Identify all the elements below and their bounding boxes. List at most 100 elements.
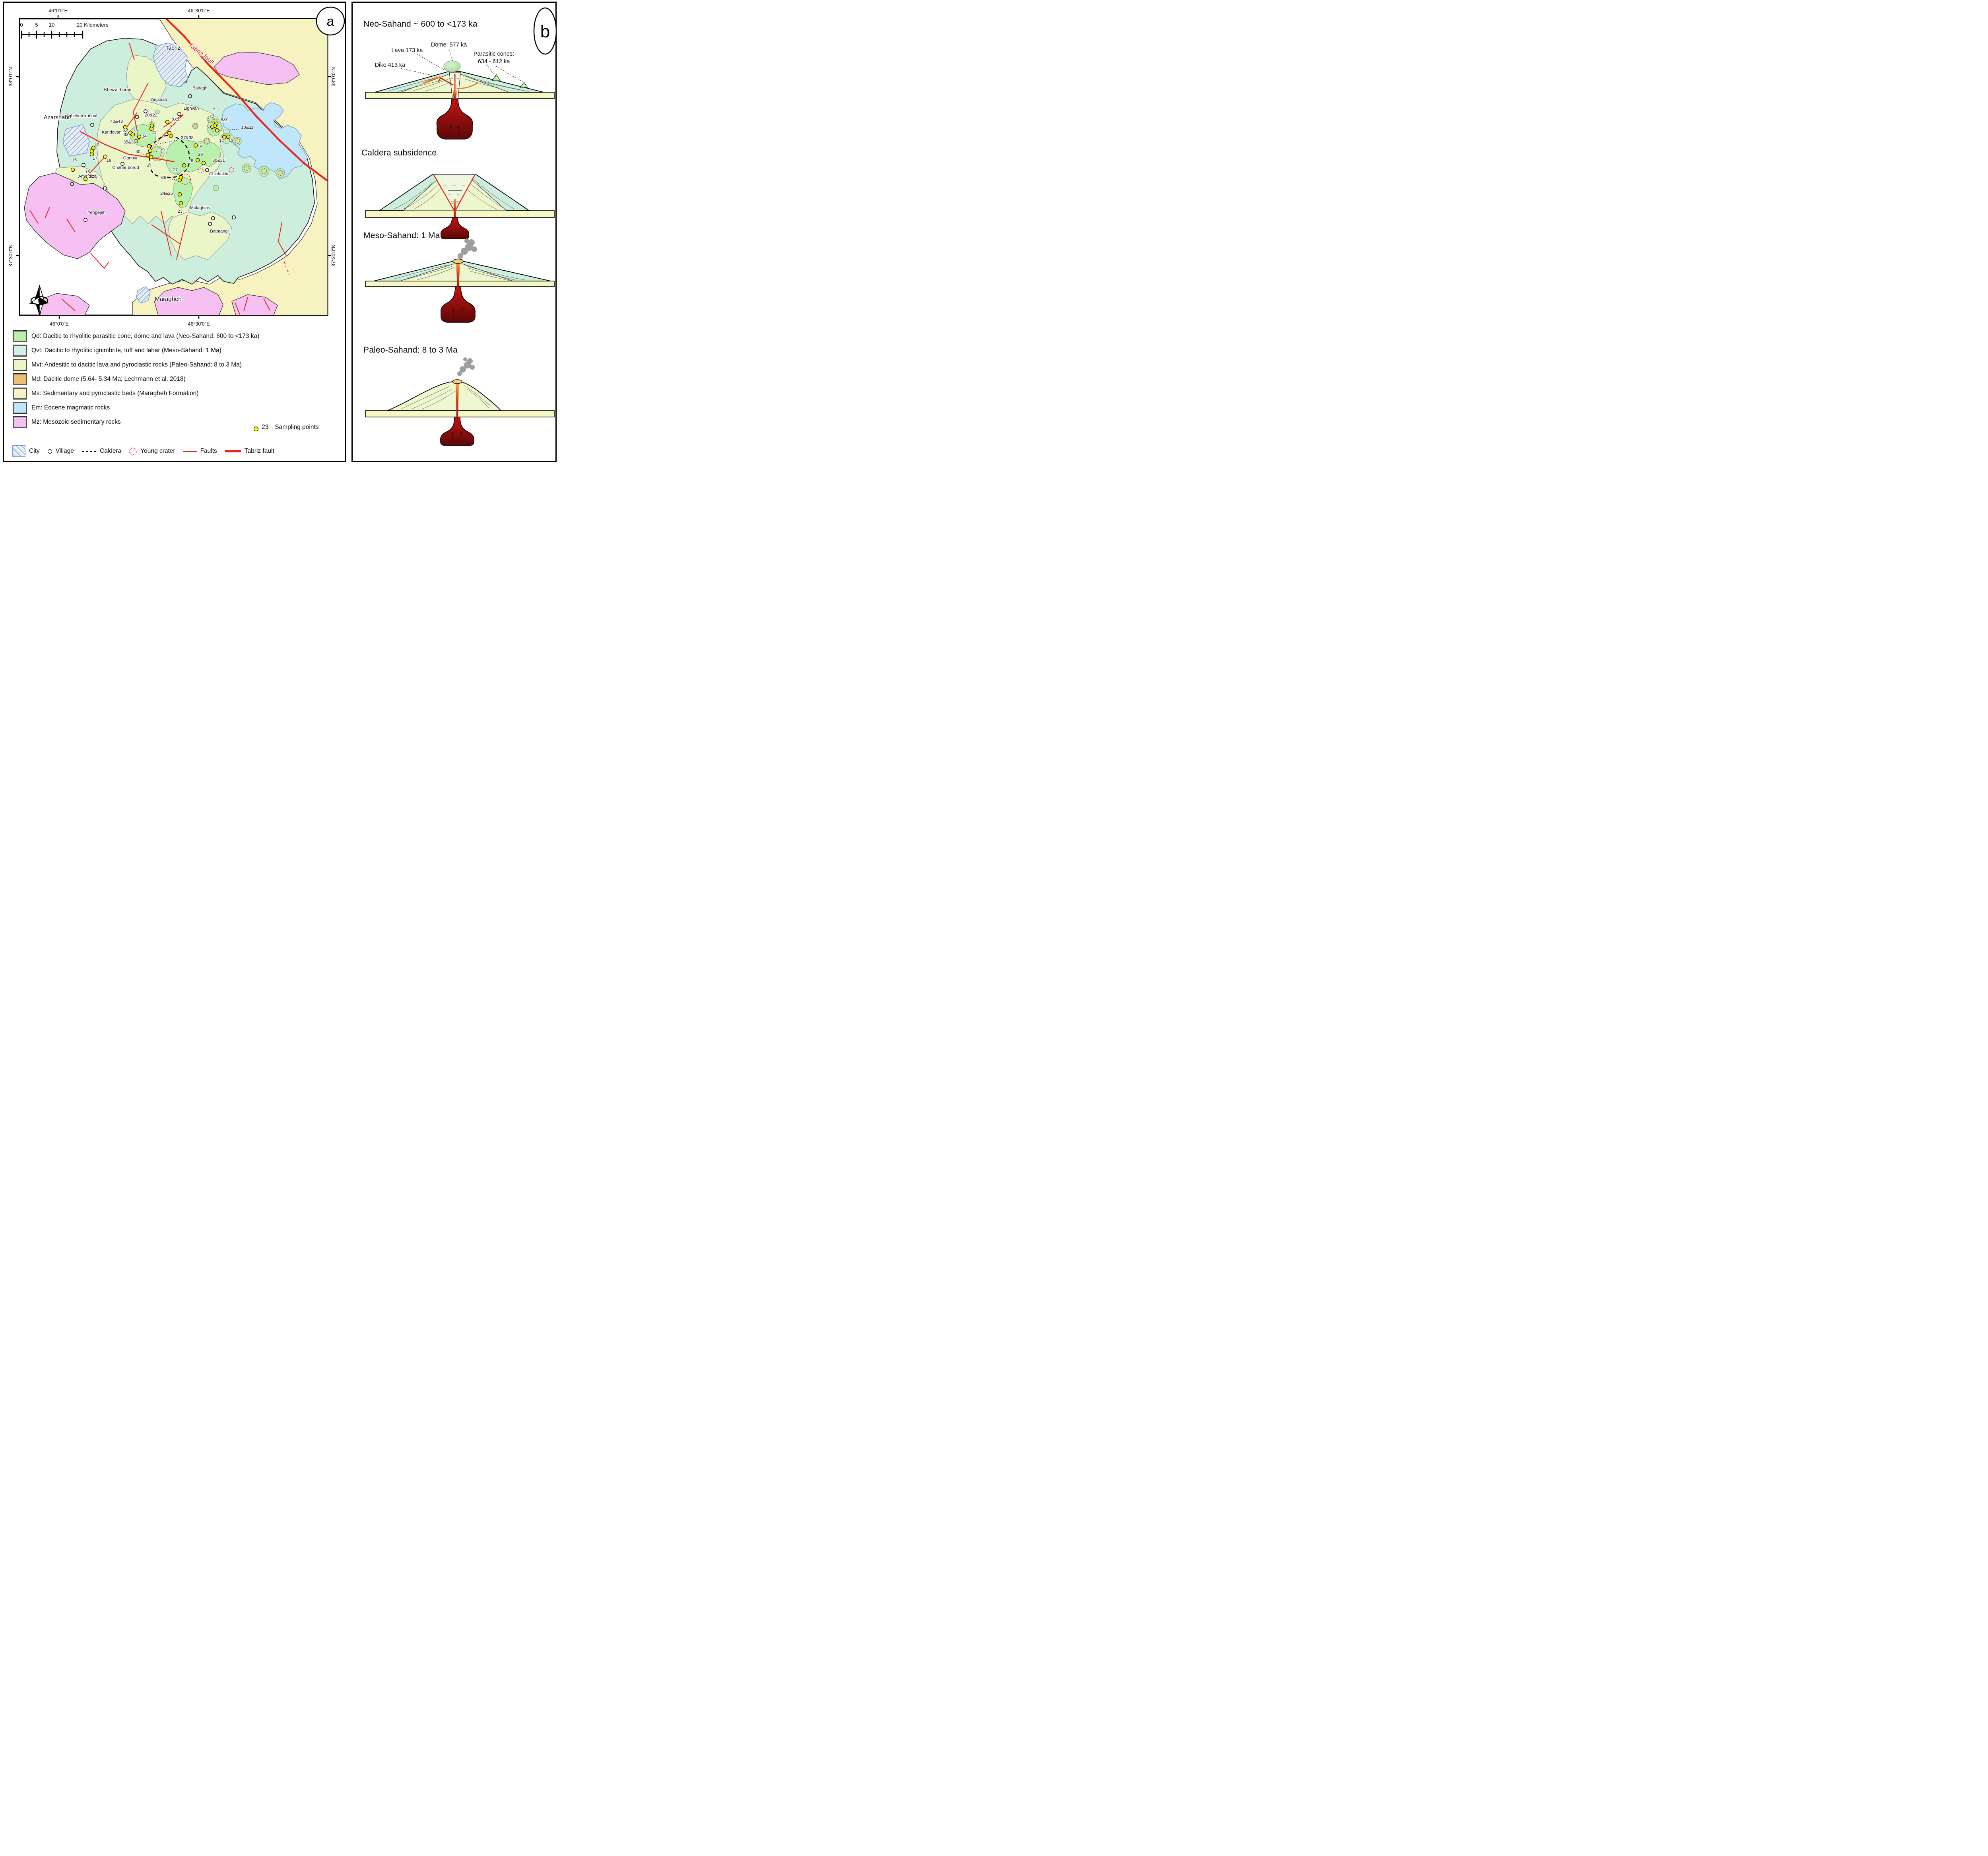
unit-mz-sw (24, 173, 126, 259)
sample-leader (168, 178, 177, 180)
village-marker (90, 123, 94, 127)
sample-point-19 (103, 154, 108, 159)
faults-symbol-label: Faults (200, 448, 217, 454)
panel-b-evolution: Neo-Sahand ~ 600 to <173 ka Caldera subs… (351, 2, 557, 462)
tabriz-fault-line-icon (225, 450, 241, 452)
sample-label-34: 34 (142, 134, 147, 139)
sample-label-15: 15 (72, 158, 77, 163)
city-symbol-label: City (29, 448, 40, 454)
village-marker (188, 94, 192, 98)
sample-leader (219, 129, 240, 131)
map-geology-layers (24, 19, 328, 315)
legend-label-ms: Ms: Sedimentary and pyroclastic beds (Ma… (31, 390, 199, 397)
sample-point-18 (89, 149, 94, 153)
svg-text:46°30'0"E: 46°30'0"E (188, 8, 210, 14)
sample-label-26: 26 (161, 175, 166, 180)
village-marker (205, 168, 209, 172)
sample-point-27 (179, 175, 183, 180)
faults-line-icon (183, 450, 197, 452)
unit-mz-s2 (154, 287, 223, 315)
annotation-leaders (400, 49, 524, 83)
graticule (16, 15, 331, 319)
city-labels: Tabriz Azarshahr Maragheh (43, 44, 182, 303)
sampling-points-legend: 23 Sampling points (254, 423, 319, 431)
svg-text:46°30'0"E: 46°30'0"E (188, 321, 210, 327)
scale-bar (21, 31, 83, 39)
volcano-paleo-sahand (365, 357, 555, 446)
young-crater-symbol-label: Young crater (140, 448, 175, 454)
volcano-diagrams-svg: Dome: 577 ka Lava 173 ka Dike 413 ka Par… (365, 7, 557, 446)
legend-swatch-md (13, 374, 27, 385)
city-maragheh-shape (136, 286, 151, 304)
unit-mvt-south (168, 211, 232, 260)
legend-swatch-mz (13, 417, 27, 428)
sample-label-28: 28 (188, 159, 193, 163)
village-marker (144, 109, 148, 113)
legend-row-md: Md: Dacitic dome (5.64- 5.34 Ma; Lechman… (13, 374, 343, 385)
sample-label-33: 33 (133, 129, 138, 134)
sample-label-29: 29 (198, 152, 203, 157)
sample-label-1: 1 (174, 133, 176, 138)
sample-point-35&36 (134, 139, 138, 144)
caldera-symbol-label: Caldera (99, 448, 122, 454)
sample-label-5: 5 (200, 143, 202, 148)
panel-b-letter: b (540, 22, 550, 41)
svg-text:37°30'0"N: 37°30'0"N (331, 244, 336, 267)
sample-point-34 (137, 134, 142, 139)
section-title-meso: Meso-Sahand: 1 Ma (363, 231, 440, 240)
young-crater-markers (150, 116, 283, 185)
smoke-plume-paleo (457, 357, 475, 376)
fault-lines (29, 43, 289, 315)
village-marker (211, 216, 215, 220)
sample-label-6: 6 (207, 124, 210, 129)
village-markers: Kheizar boran Zinjanab Bairagh Lighvan Aghch… (65, 85, 236, 234)
sample-point-12 (222, 135, 227, 140)
sample-label-2: 2 (170, 125, 172, 130)
sample-point-33 (130, 132, 135, 137)
figure-page: Tabriz fault 0 5 10 20 Kilometers (0, 0, 558, 464)
caldera-dash-icon (82, 450, 96, 452)
sample-label-23: 23 (178, 209, 182, 214)
sampling-number: 23 (262, 424, 269, 431)
sample-leader-lines (141, 113, 240, 180)
graticule-labels: 46°0'0"E 46°30'0"E 46°0'0"E 46°30'0"E 38… (8, 8, 336, 327)
city-tabriz-shape (153, 43, 188, 87)
sample-point-20&22 (149, 126, 154, 131)
sample-point-24&25 (177, 192, 182, 197)
sample-label-32: 32 (124, 132, 128, 137)
panel-a-letter: a (327, 14, 334, 29)
village-label: Kandovan (102, 130, 122, 135)
city-swatch-icon (12, 445, 25, 457)
legend-swatch-qvt (13, 345, 27, 356)
village-marker (177, 112, 181, 116)
city-label-maragheh: Maragheh (155, 296, 182, 303)
village-label: Gonbar (123, 156, 138, 161)
legend-swatch-em (13, 402, 27, 413)
tabriz-fault-line (165, 19, 328, 182)
village-label: Chahar borud (112, 165, 139, 170)
legend-row-qvt: Qvt: Dacitic to rhyolitic ignimbrite, tu… (13, 345, 343, 356)
legend-row-mz: Mz: Mesozoic sedimentary rocks (13, 417, 343, 428)
village-label: Amir dizaj (78, 174, 97, 179)
village-marker (208, 222, 212, 226)
parasitic-annotation-2: 634 - 612 ka (478, 58, 511, 65)
sample-label-37&38: 37&38 (181, 136, 194, 140)
city-label-azarshahr: Azarshahr (44, 114, 70, 121)
village-marker (83, 218, 87, 222)
legend-swatch-ms (13, 388, 27, 399)
legend-label-mvt: Mvt: Andesitic to dacitic lava and pyroc… (31, 361, 242, 368)
scale-bar-labels: 0 5 10 20 Kilometers (20, 22, 109, 28)
sample-point-8&9 (212, 123, 217, 128)
village-marker (70, 182, 74, 186)
svg-text:38°0'0"N: 38°0'0"N (8, 67, 14, 87)
sample-dot-icon (254, 427, 258, 431)
sample-label-20&22: 20&22 (145, 113, 157, 118)
sample-label-18: 18 (95, 142, 99, 147)
city-label-tabriz: Tabriz (165, 45, 180, 51)
compass-rose: N (29, 285, 49, 316)
legend-row-mvt: Mvt: Andesitic to dacitic lava and pyroc… (13, 359, 343, 370)
parasitic-annotation-1: Parasitic cones: (474, 51, 514, 57)
sampling-label: Sampling points (275, 424, 319, 431)
smoke-plume-meso (458, 239, 477, 259)
